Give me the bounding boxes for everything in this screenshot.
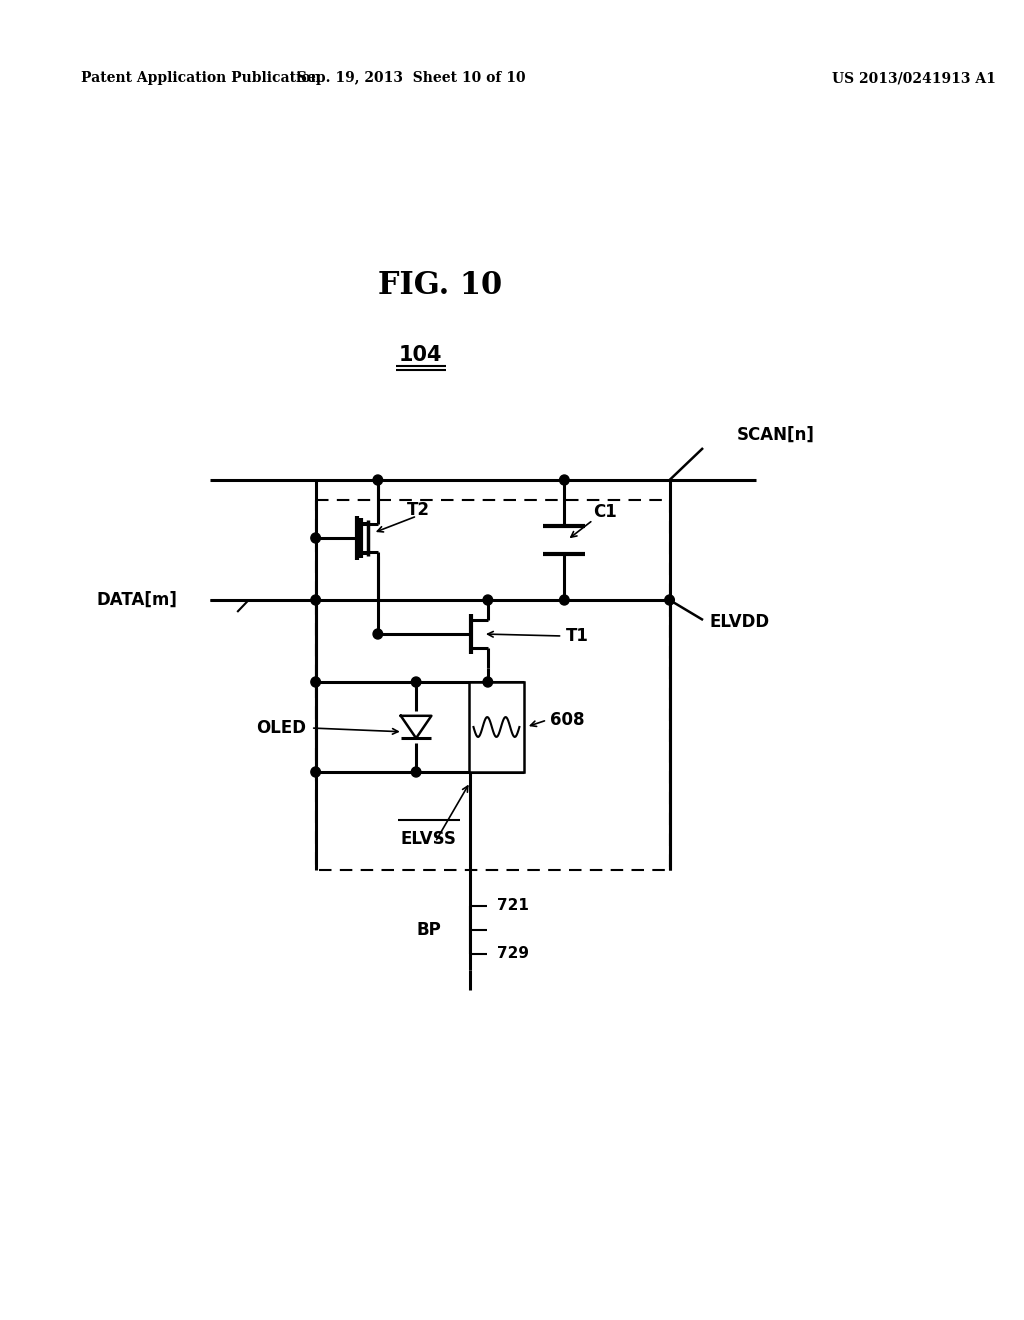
Text: ELVDD: ELVDD bbox=[710, 612, 770, 631]
Text: Sep. 19, 2013  Sheet 10 of 10: Sep. 19, 2013 Sheet 10 of 10 bbox=[297, 71, 525, 84]
Text: DATA[m]: DATA[m] bbox=[96, 591, 177, 609]
Bar bbox=[469, 682, 524, 772]
Text: BP: BP bbox=[417, 921, 441, 939]
Circle shape bbox=[311, 767, 321, 777]
Text: C1: C1 bbox=[593, 503, 616, 521]
Circle shape bbox=[412, 677, 421, 686]
Circle shape bbox=[373, 630, 383, 639]
Circle shape bbox=[665, 595, 675, 605]
Circle shape bbox=[559, 595, 569, 605]
Bar bbox=[315, 500, 670, 870]
Text: Patent Application Publication: Patent Application Publication bbox=[81, 71, 321, 84]
Circle shape bbox=[311, 533, 321, 543]
Text: 608: 608 bbox=[550, 711, 585, 729]
Text: FIG. 10: FIG. 10 bbox=[378, 269, 502, 301]
Circle shape bbox=[559, 475, 569, 484]
Text: 104: 104 bbox=[399, 345, 442, 366]
Circle shape bbox=[412, 767, 421, 777]
Text: 721: 721 bbox=[497, 899, 528, 913]
Circle shape bbox=[311, 595, 321, 605]
Text: SCAN[n]: SCAN[n] bbox=[736, 426, 814, 444]
Circle shape bbox=[373, 475, 383, 484]
Circle shape bbox=[483, 677, 493, 686]
Circle shape bbox=[483, 595, 493, 605]
Text: ELVSS: ELVSS bbox=[400, 830, 457, 847]
Text: 729: 729 bbox=[497, 946, 529, 961]
Text: T1: T1 bbox=[566, 627, 589, 645]
Text: US 2013/0241913 A1: US 2013/0241913 A1 bbox=[833, 71, 996, 84]
Text: T2: T2 bbox=[407, 502, 429, 519]
Circle shape bbox=[311, 677, 321, 686]
Text: OLED: OLED bbox=[256, 719, 306, 737]
